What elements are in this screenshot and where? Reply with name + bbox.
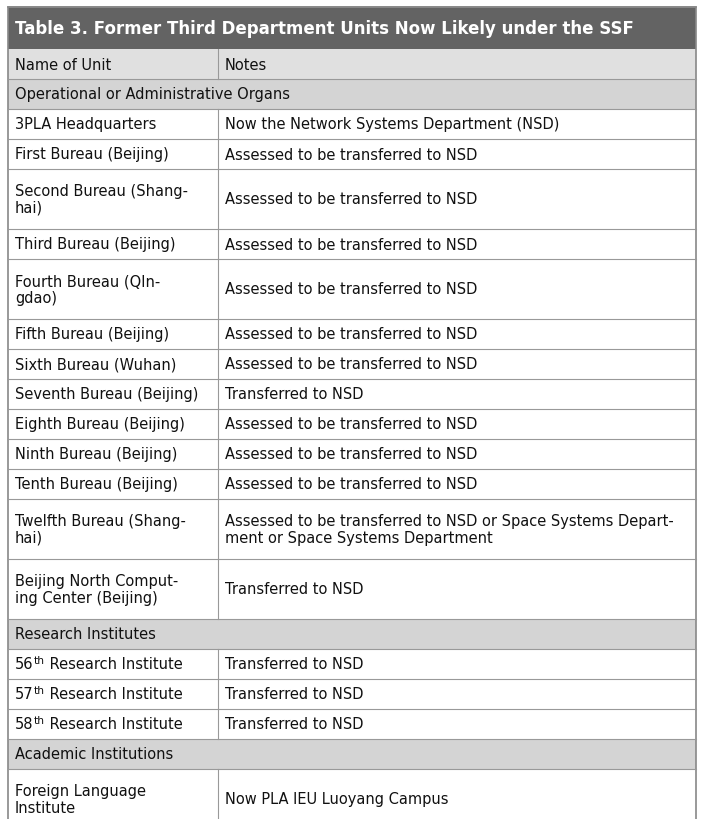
Bar <box>8 80 696 110</box>
Bar <box>8 559 696 619</box>
Text: th: th <box>34 716 44 726</box>
Bar <box>8 679 696 709</box>
Bar <box>8 260 696 319</box>
Text: Assessed to be transferred to NSD: Assessed to be transferred to NSD <box>225 147 477 162</box>
Text: Third Bureau (Beijing): Third Bureau (Beijing) <box>15 238 175 252</box>
Text: Fourth Bureau (QIn-: Fourth Bureau (QIn- <box>15 274 161 289</box>
Text: Assessed to be transferred to NSD: Assessed to be transferred to NSD <box>225 477 477 492</box>
Text: Notes: Notes <box>225 57 267 72</box>
Text: Operational or Administrative Organs: Operational or Administrative Organs <box>15 88 290 102</box>
Text: Assessed to be transferred to NSD: Assessed to be transferred to NSD <box>225 357 477 372</box>
Bar <box>8 379 696 410</box>
Text: Research Institutes: Research Institutes <box>15 627 156 642</box>
Text: Transferred to NSD: Transferred to NSD <box>225 657 363 672</box>
Text: 57: 57 <box>15 686 34 702</box>
Text: Ninth Bureau (Beijing): Ninth Bureau (Beijing) <box>15 447 177 462</box>
Bar <box>8 50 696 80</box>
Bar <box>8 229 696 260</box>
Text: Assessed to be transferred to NSD: Assessed to be transferred to NSD <box>225 238 477 252</box>
Text: ing Center (Beijing): ing Center (Beijing) <box>15 590 158 605</box>
Text: Transferred to NSD: Transferred to NSD <box>225 717 363 731</box>
Text: 3PLA Headquarters: 3PLA Headquarters <box>15 117 156 133</box>
Bar <box>8 350 696 379</box>
Bar <box>8 649 696 679</box>
Text: Assessed to be transferred to NSD: Assessed to be transferred to NSD <box>225 192 477 207</box>
Text: Now the Network Systems Department (NSD): Now the Network Systems Department (NSD) <box>225 117 559 133</box>
Text: Assessed to be transferred to NSD: Assessed to be transferred to NSD <box>225 327 477 342</box>
Text: Transferred to NSD: Transferred to NSD <box>225 387 363 402</box>
Text: Seventh Bureau (Beijing): Seventh Bureau (Beijing) <box>15 387 199 402</box>
Text: hai): hai) <box>15 201 43 215</box>
Text: Transferred to NSD: Transferred to NSD <box>225 581 363 597</box>
Text: Fifth Bureau (Beijing): Fifth Bureau (Beijing) <box>15 327 169 342</box>
Bar <box>8 619 696 649</box>
Text: Sixth Bureau (Wuhan): Sixth Bureau (Wuhan) <box>15 357 177 372</box>
Text: Second Bureau (Shang-: Second Bureau (Shang- <box>15 184 188 199</box>
Bar <box>8 500 696 559</box>
Text: gdao): gdao) <box>15 290 57 305</box>
Bar <box>8 469 696 500</box>
Text: Assessed to be transferred to NSD: Assessed to be transferred to NSD <box>225 283 477 297</box>
Text: Tenth Bureau (Beijing): Tenth Bureau (Beijing) <box>15 477 178 492</box>
Text: Name of Unit: Name of Unit <box>15 57 111 72</box>
Text: Table 3. Former Third Department Units Now Likely under the SSF: Table 3. Former Third Department Units N… <box>15 20 634 38</box>
Text: Transferred to NSD: Transferred to NSD <box>225 686 363 702</box>
Bar <box>8 440 696 469</box>
Text: 58: 58 <box>15 717 34 731</box>
Bar <box>8 8 696 50</box>
Text: Research Institute: Research Institute <box>44 657 182 672</box>
Text: Assessed to be transferred to NSD or Space Systems Depart-: Assessed to be transferred to NSD or Spa… <box>225 514 674 529</box>
Text: hai): hai) <box>15 530 43 545</box>
Text: Beijing North Comput-: Beijing North Comput- <box>15 573 178 589</box>
Bar <box>8 140 696 170</box>
Text: First Bureau (Beijing): First Bureau (Beijing) <box>15 147 169 162</box>
Text: 56: 56 <box>15 657 34 672</box>
Bar <box>8 110 696 140</box>
Text: Research Institute: Research Institute <box>44 686 182 702</box>
Text: Foreign Language: Foreign Language <box>15 784 146 799</box>
Bar <box>8 709 696 739</box>
Text: ment or Space Systems Department: ment or Space Systems Department <box>225 530 493 545</box>
Text: th: th <box>34 655 44 666</box>
Text: Assessed to be transferred to NSD: Assessed to be transferred to NSD <box>225 417 477 432</box>
Bar <box>8 410 696 440</box>
Text: Academic Institutions: Academic Institutions <box>15 747 173 762</box>
Bar <box>8 739 696 769</box>
Bar <box>8 319 696 350</box>
Text: Assessed to be transferred to NSD: Assessed to be transferred to NSD <box>225 447 477 462</box>
Text: Institute: Institute <box>15 799 76 815</box>
Text: Eighth Bureau (Beijing): Eighth Bureau (Beijing) <box>15 417 185 432</box>
Text: th: th <box>34 686 44 695</box>
Text: Now PLA IEU Luoyang Campus: Now PLA IEU Luoyang Campus <box>225 791 448 807</box>
Text: Research Institute: Research Institute <box>44 717 182 731</box>
Bar <box>8 769 696 819</box>
Text: Twelfth Bureau (Shang-: Twelfth Bureau (Shang- <box>15 514 186 529</box>
Bar <box>8 170 696 229</box>
